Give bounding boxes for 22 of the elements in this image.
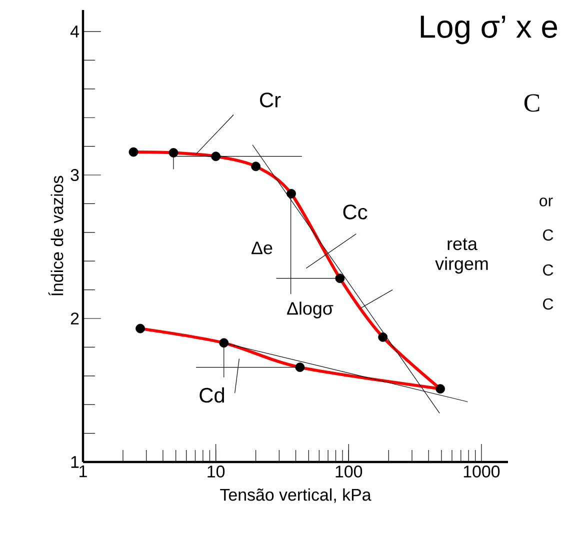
chart-title: Log σ’ x e	[420, 16, 558, 44]
annotation: Δlogσ	[287, 302, 334, 318]
y-axis-title: Índice de vazios	[48, 176, 64, 296]
text: C	[543, 298, 554, 310]
y-tick-label: 3	[70, 169, 79, 182]
annotation: Cc	[343, 204, 368, 220]
x-axis-title: Tensão vertical, kPa	[220, 488, 372, 503]
y-tick-label: 2	[70, 312, 79, 324]
annotation: Cr	[260, 92, 281, 108]
annotation: Cd	[200, 387, 224, 403]
text: C	[543, 264, 554, 276]
x-tick-label: 10	[208, 466, 225, 478]
x-tick-label: 100	[336, 466, 362, 478]
x-tick-label: 1000	[464, 466, 500, 478]
annotation: reta virgem	[435, 238, 488, 274]
text: C	[524, 94, 540, 112]
x-tick-label: 1	[80, 466, 87, 478]
y-tick-label: 1	[71, 456, 79, 468]
y-tick-label: 4	[70, 26, 79, 38]
text: or	[540, 198, 553, 206]
text: C	[543, 229, 554, 241]
annotation: Δe	[252, 242, 272, 254]
